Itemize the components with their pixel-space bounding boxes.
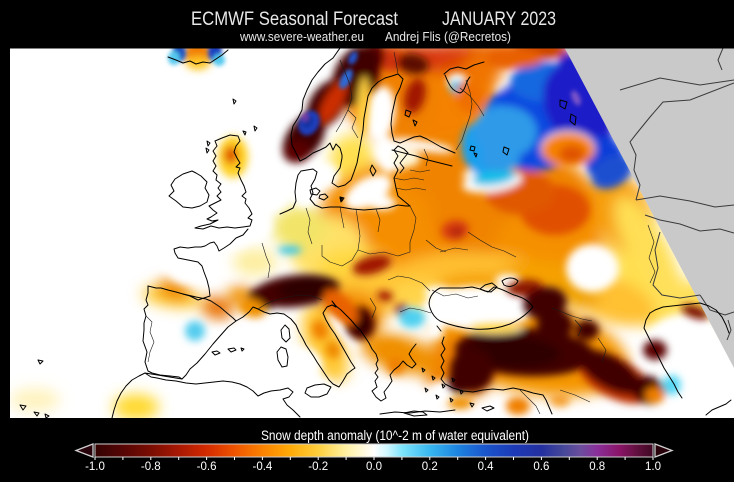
svg-text:www.severe-weather.eu: www.severe-weather.eu [239, 30, 364, 44]
svg-text:-0.6: -0.6 [197, 461, 217, 473]
svg-text:Andrej Flis (@Recretos): Andrej Flis (@Recretos) [385, 30, 511, 44]
svg-text:1.0: 1.0 [645, 461, 661, 473]
svg-text:0.6: 0.6 [533, 461, 549, 473]
svg-text:0.2: 0.2 [422, 461, 438, 473]
svg-text:0.0: 0.0 [366, 461, 382, 473]
svg-text:-0.4: -0.4 [252, 461, 272, 473]
svg-text:ECMWF Seasonal Forecast: ECMWF Seasonal Forecast [191, 8, 398, 30]
svg-text:-0.2: -0.2 [308, 461, 328, 473]
svg-text:Snow depth anomaly (10^-2 m of: Snow depth anomaly (10^-2 m of water equ… [261, 428, 529, 443]
svg-text:0.4: 0.4 [478, 461, 495, 473]
svg-text:0.8: 0.8 [589, 461, 605, 473]
svg-text:JANUARY 2023: JANUARY 2023 [442, 8, 556, 30]
svg-text:-1.0: -1.0 [85, 461, 105, 473]
svg-text:-0.8: -0.8 [141, 461, 161, 473]
